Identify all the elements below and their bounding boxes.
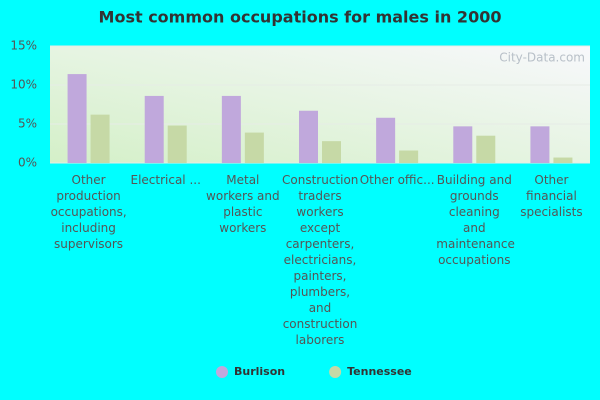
- bar: [553, 157, 573, 163]
- bar: [322, 141, 341, 163]
- bar: [376, 117, 396, 163]
- bar: [399, 150, 419, 163]
- bar: [530, 126, 550, 163]
- y-tick-label: 0%: [18, 156, 37, 170]
- x-tick-label: Other production occupations, including …: [50, 173, 127, 251]
- x-tick-label: Electrical ...: [130, 173, 201, 187]
- bar: [167, 125, 187, 163]
- x-tick-label: Construction traders workers except carp…: [282, 173, 359, 347]
- x-tick-label: Other offic...: [359, 173, 435, 187]
- chart-title: Most common occupations for males in 200…: [99, 8, 502, 27]
- bar: [244, 132, 264, 163]
- bar: [90, 114, 110, 163]
- y-tick-label: 5%: [18, 117, 37, 131]
- y-tick-label: 10%: [10, 78, 37, 92]
- x-tick-label: Metal workers and plastic workers: [206, 173, 280, 235]
- x-tick-label: Other financial specialists: [520, 173, 583, 219]
- bar: [453, 126, 473, 163]
- y-tick-label: 15%: [10, 39, 37, 53]
- bar: [221, 95, 241, 163]
- bar: [476, 135, 496, 163]
- bar: [299, 110, 318, 163]
- legend-label: Burlison: [234, 365, 285, 378]
- watermark: City-Data.com: [499, 51, 585, 65]
- plot-area: [50, 46, 590, 163]
- bar: [67, 74, 87, 163]
- bar: [144, 95, 164, 163]
- legend-label: Tennessee: [347, 365, 412, 378]
- x-tick-label: Building and grounds cleaning and mainte…: [436, 173, 515, 267]
- legend-marker: [216, 366, 228, 378]
- legend-marker: [329, 366, 342, 378]
